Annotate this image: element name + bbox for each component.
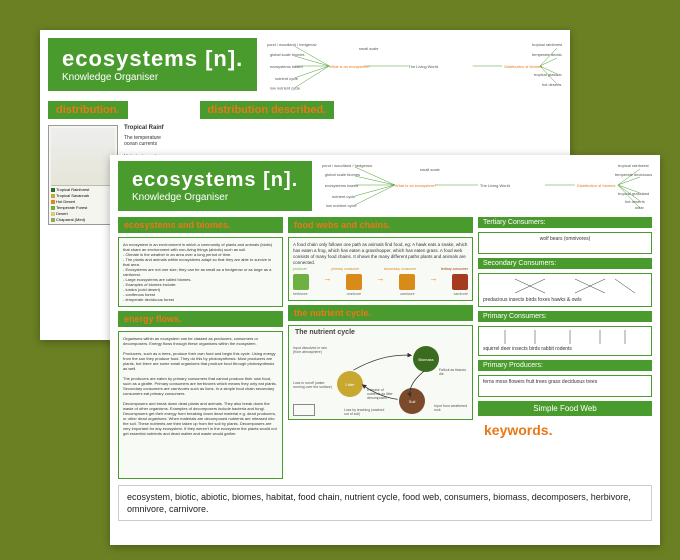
trophic-secondary-label: Secondary Consumers:: [478, 258, 652, 269]
svg-text:Distribution of biomes: Distribution of biomes: [577, 183, 615, 188]
svg-text:low nutrient cycle: low nutrient cycle: [270, 86, 301, 91]
svg-text:nutrient cycle: nutrient cycle: [275, 76, 299, 81]
svg-text:Distribution of biomes: Distribution of biomes: [505, 64, 543, 69]
trophic-primary-items: squirrel deer insects birds rabbit roden…: [478, 326, 652, 356]
svg-text:tropical rainforest: tropical rainforest: [532, 42, 562, 47]
svg-text:pond / woodland / hedgerow: pond / woodland / hedgerow: [322, 163, 372, 168]
title-block-front: ecosystems [n]. Knowledge Organiser: [118, 161, 312, 211]
title-block-back: ecosystems [n]. Knowledge Organiser: [48, 38, 257, 91]
keywords-body: ecosystem, biotic, abiotic, biomes, habi…: [118, 485, 652, 521]
svg-text:tropical grassland: tropical grassland: [618, 191, 649, 196]
heading-ecosystems-biomes: ecosystems and biomes.: [118, 217, 283, 233]
svg-text:tropical rainforest: tropical rainforest: [618, 163, 650, 168]
svg-text:low nutrient cycle: low nutrient cycle: [326, 203, 357, 208]
svg-text:What is an ecosystem?: What is an ecosystem?: [330, 64, 372, 69]
svg-text:global scale biomes: global scale biomes: [270, 52, 305, 57]
title-sub: Knowledge Organiser: [62, 72, 243, 83]
svg-text:small scale: small scale: [420, 167, 441, 172]
svg-text:ecosystems based: ecosystems based: [325, 183, 358, 188]
svg-text:ecosystems based: ecosystems based: [270, 64, 303, 69]
simple-food-web-label: Simple Food Web: [478, 401, 652, 416]
svg-text:polar: polar: [635, 205, 645, 209]
trophic-producers-items: ferns moss flowers fruit trees grass dec…: [478, 375, 652, 397]
mindmap-front: The Living World What is an ecosystem? D…: [318, 161, 652, 209]
trophic-tertiary-items: wolf bears (omnivores): [478, 232, 652, 254]
svg-text:temperate deciduous: temperate deciduous: [532, 52, 562, 57]
svg-text:temperate deciduous: temperate deciduous: [615, 172, 652, 177]
mindmap-back: The Living World What is an ecosystem? D…: [265, 38, 562, 93]
trophic-producers-label: Primary Producers:: [478, 360, 652, 371]
heading-energy-flows: energy flows.: [118, 311, 283, 327]
title-sub-front: Knowledge Organiser: [132, 192, 298, 203]
svg-text:global scale biomes: global scale biomes: [325, 172, 360, 177]
section-distribution: distribution.: [48, 101, 128, 119]
svg-text:pond / woodland / hedgerow: pond / woodland / hedgerow: [267, 42, 317, 47]
trophic-primary-label: Primary Consumers:: [478, 311, 652, 322]
svg-text:nutrient cycle: nutrient cycle: [332, 194, 356, 199]
svg-text:The Living World: The Living World: [480, 183, 510, 188]
page-front: ecosystems [n]. Knowledge Organiser The …: [110, 155, 660, 545]
svg-text:What is an ecosystem?: What is an ecosystem?: [395, 183, 437, 188]
body-food-webs: A food chain only follows one path as an…: [288, 237, 473, 301]
title-main-front: ecosystems [n].: [132, 169, 298, 192]
col-right: Tertiary Consumers: wolf bears (omnivore…: [478, 217, 652, 479]
tertiary-consumer-icon: [452, 274, 468, 290]
col-mid: food webs and chains. A food chain only …: [288, 217, 473, 479]
primary-consumer-icon: [346, 274, 362, 290]
heading-nutrient-cycle: the nutrient cycle.: [288, 305, 473, 321]
trophic-tertiary-label: Tertiary Consumers:: [478, 217, 652, 228]
producer-icon: [293, 274, 309, 290]
nutrient-cycle-diagram: The nutrient cycle Biomass Litter Soil I…: [288, 325, 473, 420]
col-left: ecosystems and biomes. An ecosystem is a…: [118, 217, 283, 479]
svg-text:The Living World: The Living World: [409, 64, 438, 69]
body-energy-flows: Organisms within an ecosystem can be cla…: [118, 331, 283, 479]
section-distribution-desc: distribution described.: [200, 101, 335, 119]
map-thumbnail: Tropical Rainforest Tropical Savannah Ho…: [48, 125, 118, 225]
body-ecosystems-biomes: An ecosystem is an environment in which …: [118, 237, 283, 307]
title-main: ecosystems [n].: [62, 46, 243, 72]
secondary-consumer-icon: [399, 274, 415, 290]
svg-text:hot deserts: hot deserts: [542, 82, 562, 87]
keywords-heading: keywords.: [478, 420, 652, 440]
svg-text:hot deserts: hot deserts: [625, 199, 645, 204]
trophic-secondary-items: predacious insects birds foxes hawks & o…: [478, 273, 652, 307]
heading-food-webs: food webs and chains.: [288, 217, 473, 233]
svg-text:small scale: small scale: [359, 46, 379, 51]
